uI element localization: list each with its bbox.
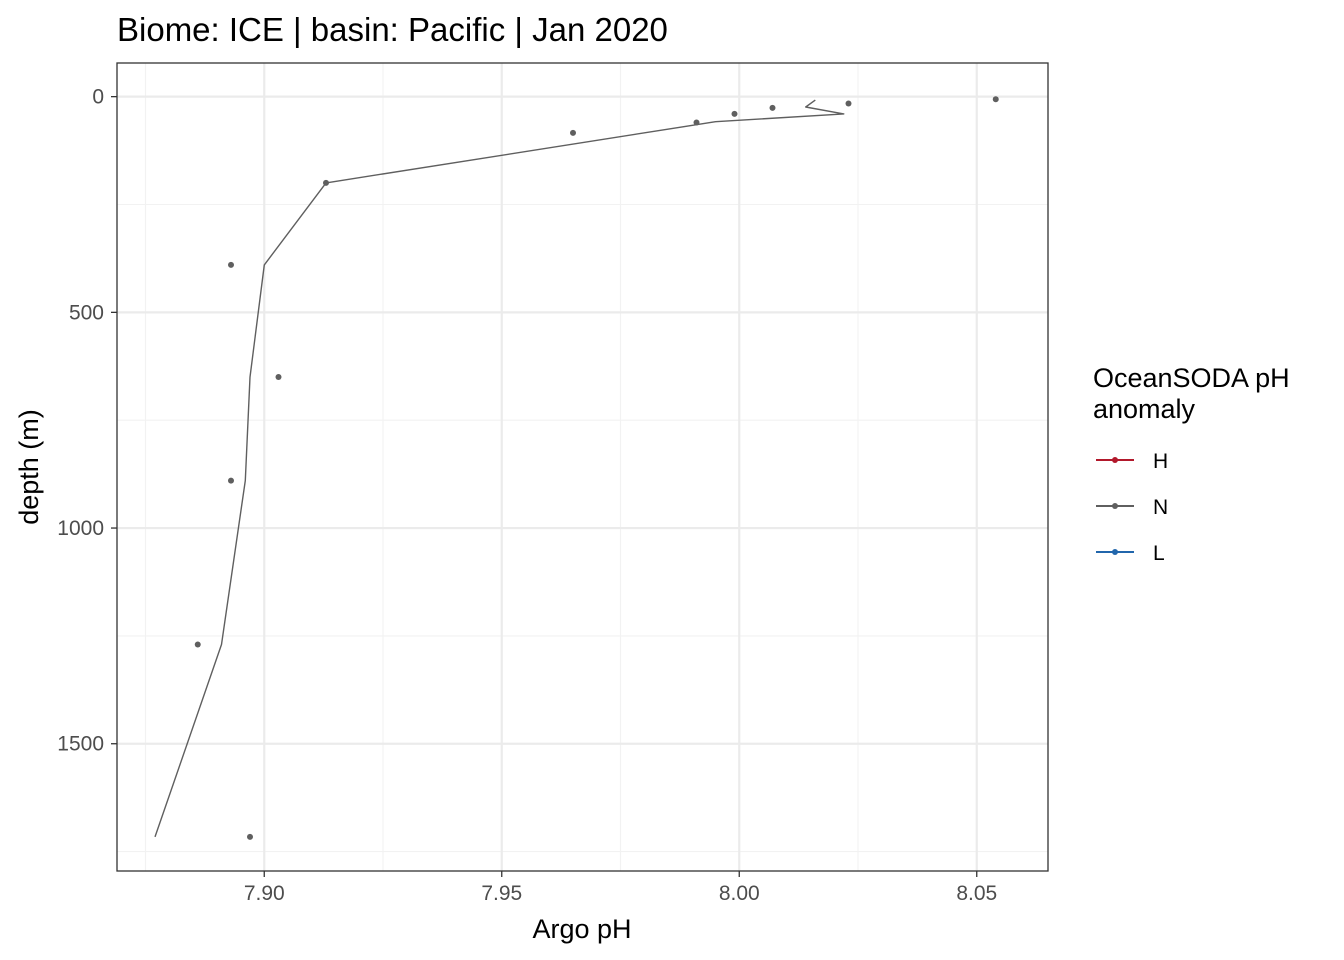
data-point — [570, 129, 576, 136]
x-tick-label: 7.95 — [481, 882, 522, 905]
legend-key-point-L — [1112, 549, 1118, 555]
y-tick-label: 500 — [69, 301, 104, 324]
y-axis-title: depth (m) — [14, 409, 44, 525]
series-layer — [154, 96, 999, 840]
data-point — [992, 96, 999, 103]
data-point — [247, 833, 253, 840]
series-line-N — [154, 99, 845, 838]
data-point — [769, 104, 776, 111]
data-point — [845, 100, 852, 107]
data-point — [194, 641, 201, 648]
panel-border — [116, 62, 1049, 872]
y-tick-label: 1000 — [57, 517, 104, 540]
data-point — [731, 110, 738, 117]
data-point — [275, 374, 282, 381]
x-tick-label: 8.00 — [719, 882, 760, 905]
legend-label-N: N — [1153, 496, 1168, 519]
grid-major — [117, 63, 1048, 871]
data-point — [323, 179, 329, 186]
y-tick-label: 1500 — [57, 733, 104, 756]
grid-minor — [117, 63, 1048, 871]
x-axis: 7.90 7.95 8.00 8.05 — [244, 871, 997, 905]
data-point — [228, 261, 234, 268]
chart-title: Biome: ICE | basin: Pacific | Jan 2020 — [117, 11, 668, 48]
data-point — [228, 477, 234, 484]
x-axis-title: Argo pH — [532, 914, 631, 944]
y-axis: 0 500 1000 1500 — [57, 86, 117, 756]
y-tick-label: 0 — [92, 86, 104, 109]
legend-label-L: L — [1153, 542, 1165, 565]
legend-label-H: H — [1153, 450, 1168, 473]
legend-entries: HNL — [1096, 450, 1168, 565]
x-tick-label: 8.05 — [956, 882, 997, 905]
legend-key-point-H — [1112, 457, 1118, 463]
legend-title-line-2: anomaly — [1093, 394, 1196, 424]
legend-key-point-N — [1112, 503, 1118, 509]
plot-panel — [116, 62, 1049, 872]
legend: OceanSODA pH anomaly HNL — [1093, 363, 1290, 565]
x-tick-label: 7.90 — [244, 882, 285, 905]
data-point — [693, 119, 700, 126]
legend-title-line-1: OceanSODA pH — [1093, 363, 1290, 393]
panel-background — [117, 63, 1048, 871]
